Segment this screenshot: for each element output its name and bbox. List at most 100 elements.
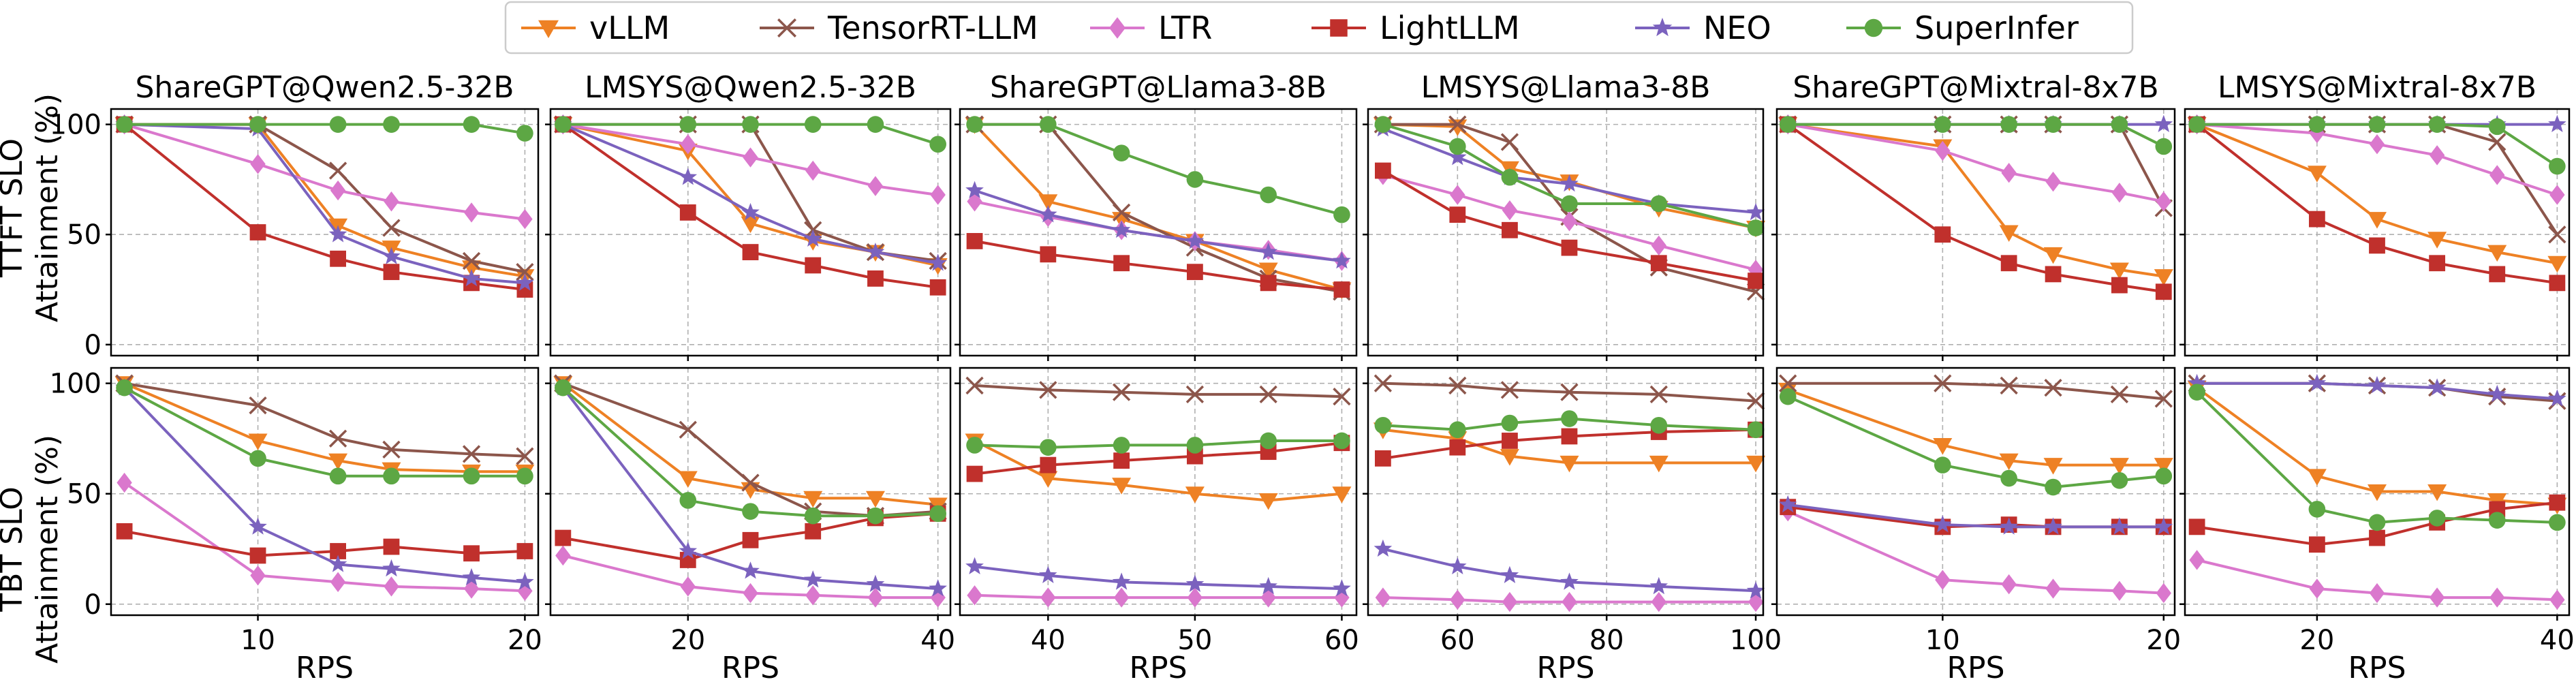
series-line: [124, 382, 525, 458]
series-line: [974, 439, 1342, 502]
data-point: [1040, 456, 1057, 473]
series-line: [2197, 501, 2558, 546]
data-point: [1113, 255, 1130, 272]
data-point: [250, 565, 266, 586]
series-neo: [2188, 373, 2566, 407]
data-point: [249, 396, 267, 415]
data-point: [1562, 591, 1577, 612]
data-point: [1562, 211, 1577, 232]
data-point: [2549, 185, 2565, 205]
data-point: [2155, 283, 2172, 300]
x-tick-label: 20: [508, 625, 542, 656]
data-point: [965, 557, 984, 574]
data-point: [463, 202, 480, 223]
data-point: [2045, 116, 2062, 133]
data-point: [2428, 510, 2446, 527]
row-label-ttft: TTFT SLO Attainment (%): [0, 93, 65, 322]
data-point: [741, 202, 760, 221]
data-point: [678, 471, 698, 488]
axes-frame: [110, 108, 540, 357]
series-line: [1787, 510, 2164, 595]
data-point: [116, 116, 133, 133]
data-point: [929, 505, 946, 523]
data-point: [516, 543, 533, 559]
legend-marker: [538, 20, 559, 38]
data-point: [516, 467, 533, 485]
data-point: [1500, 565, 1519, 583]
legend-label: SuperInfer: [1914, 10, 2079, 46]
data-point: [328, 161, 347, 180]
series-ltr: [1780, 501, 2171, 604]
data-point: [2045, 266, 2062, 283]
data-point: [1779, 116, 1797, 133]
data-point: [1113, 452, 1130, 469]
series-lightllm: [966, 233, 1350, 298]
data-point: [1039, 565, 1057, 583]
data-point: [1502, 433, 1518, 449]
y-tick-label: 0: [84, 589, 102, 621]
data-point: [805, 257, 822, 274]
data-point: [2369, 134, 2385, 155]
data-point: [1374, 162, 1391, 179]
series-line: [974, 384, 1342, 399]
data-point: [1779, 374, 1797, 392]
data-point: [2368, 375, 2387, 394]
series-line: [123, 386, 525, 478]
data-point: [249, 450, 266, 467]
panel-tbt-4: 60 80 100 RPS: [1363, 367, 1782, 684]
data-point: [1040, 587, 1056, 608]
data-point: [965, 376, 984, 395]
panel-ttft-2: LMSYS@Qwen2.5-32B: [545, 70, 952, 361]
data-point: [679, 542, 698, 559]
data-point: [2429, 255, 2446, 272]
series-tensorrt-llm: [115, 374, 534, 465]
data-point: [1112, 383, 1131, 401]
data-point: [1374, 450, 1391, 467]
data-point: [1748, 273, 1764, 290]
series-superinfer: [1779, 388, 2173, 496]
row-label-tbt: TBT SLO Attainment (%): [0, 435, 65, 664]
data-point: [2111, 277, 2128, 294]
legend-marker: [1109, 17, 1126, 39]
plot-area: [1777, 368, 2175, 615]
data-point: [2308, 116, 2326, 133]
axes-frame: [110, 367, 540, 617]
data-point: [2111, 116, 2128, 133]
data-point: [1333, 579, 1351, 597]
data-point: [803, 491, 823, 508]
data-point: [516, 447, 534, 465]
panel-ttft-6: LMSYS@Mixtral-8x7B: [2179, 70, 2571, 361]
series-superinfer: [966, 116, 1350, 223]
panel-tbt-2: 20 40 RPS: [545, 367, 955, 684]
data-point: [2043, 247, 2063, 264]
data-point: [1038, 194, 1058, 211]
data-point: [383, 467, 400, 485]
x-tick-label: 10: [1925, 625, 1960, 656]
data-point: [1748, 260, 1764, 280]
data-point: [555, 529, 572, 546]
data-point: [2154, 114, 2173, 132]
x-tick-label: 60: [1324, 625, 1359, 656]
data-point: [2369, 529, 2385, 546]
data-point: [866, 574, 885, 592]
data-point: [2044, 517, 2062, 535]
data-point: [1039, 381, 1057, 399]
data-point: [1999, 453, 2019, 471]
series-line: [2196, 123, 2558, 285]
data-point: [743, 147, 758, 168]
data-point: [328, 429, 347, 448]
series-line: [1382, 382, 1756, 403]
data-point: [1746, 455, 1766, 473]
x-tick-label: 20: [2146, 625, 2181, 656]
data-point: [329, 467, 347, 485]
data-point: [1449, 421, 1466, 439]
data-point: [2045, 578, 2061, 599]
data-point: [1746, 202, 1765, 221]
data-point: [2109, 458, 2129, 475]
data-point: [1502, 200, 1518, 221]
data-point: [2154, 517, 2173, 535]
x-axis-title: RPS: [2348, 651, 2406, 684]
series-ltr: [117, 114, 533, 230]
data-point: [383, 264, 400, 281]
series-neo: [965, 181, 1351, 269]
